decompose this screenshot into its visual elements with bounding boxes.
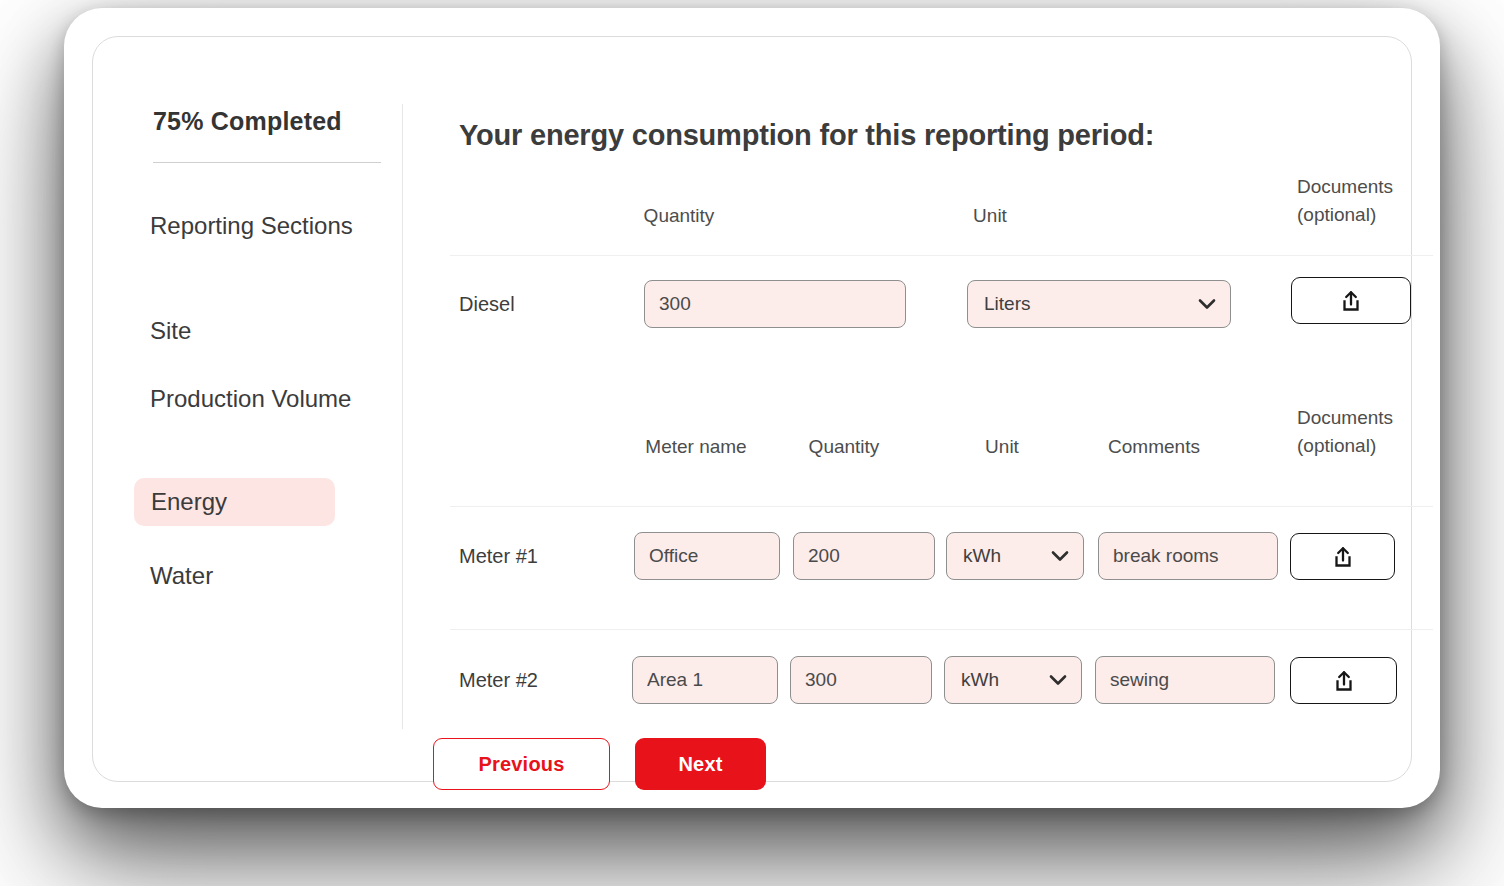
meter-row-label-1: Meter #1 (459, 532, 538, 580)
meter-row-label-2: Meter #2 (459, 656, 538, 704)
fuel-header-unit: Unit (950, 205, 1030, 227)
meter-header-meter-name: Meter name (631, 436, 761, 458)
meter2-quantity-input[interactable] (790, 656, 932, 704)
meter-header-documents: Documents (optional) (1297, 404, 1447, 460)
sidebar-vertical-divider (402, 104, 403, 729)
meter1-quantity-input[interactable] (793, 532, 935, 580)
diesel-upload-documents-button[interactable] (1291, 277, 1411, 324)
page-title: Your energy consumption for this reporti… (459, 119, 1154, 152)
meter2-unit-select-value: kWh (961, 669, 999, 691)
sidebar-item-production-volume[interactable]: Production Volume (150, 382, 365, 416)
meter2-unit-select[interactable]: kWh (944, 656, 1082, 704)
meter1-comments-input[interactable] (1098, 532, 1278, 580)
sidebar-item-water[interactable]: Water (150, 559, 365, 593)
fuel-header-documents: Documents (optional) (1297, 173, 1447, 229)
meter-table-divider-middle (450, 629, 1433, 630)
form-inner-panel: 75% Completed Reporting Sections Site Pr… (92, 36, 1412, 782)
next-button[interactable]: Next (635, 738, 766, 790)
fuel-row-label-diesel: Diesel (459, 280, 515, 328)
progress-label: 75% Completed (153, 107, 342, 136)
fuel-header-documents-line1: Documents (1297, 173, 1447, 201)
sidebar-divider (153, 162, 381, 163)
meter2-upload-documents-button[interactable] (1290, 657, 1397, 704)
upload-icon (1330, 544, 1356, 570)
chevron-down-icon (1198, 298, 1216, 310)
fuel-header-quantity: Quantity (629, 205, 729, 227)
sidebar-item-reporting-sections[interactable]: Reporting Sections (150, 209, 365, 243)
fuel-table-divider (450, 255, 1433, 256)
meter-header-comments: Comments (1094, 436, 1214, 458)
meter1-upload-documents-button[interactable] (1290, 533, 1395, 580)
diesel-unit-select-value: Liters (984, 293, 1030, 315)
form-card: 75% Completed Reporting Sections Site Pr… (64, 8, 1440, 808)
upload-icon (1331, 668, 1357, 694)
diesel-unit-select[interactable]: Liters (967, 280, 1231, 328)
chevron-down-icon (1049, 674, 1067, 686)
meter-table-divider-top (450, 506, 1433, 507)
meter-header-unit: Unit (962, 436, 1042, 458)
meter-header-documents-line2: (optional) (1297, 432, 1447, 460)
meter-header-documents-line1: Documents (1297, 404, 1447, 432)
meter-header-quantity: Quantity (794, 436, 894, 458)
upload-icon (1338, 288, 1364, 314)
previous-button[interactable]: Previous (433, 738, 610, 790)
page-background: 75% Completed Reporting Sections Site Pr… (0, 0, 1504, 886)
meter2-comments-input[interactable] (1095, 656, 1275, 704)
meter1-unit-select[interactable]: kWh (946, 532, 1084, 580)
diesel-quantity-input[interactable] (644, 280, 906, 328)
fuel-header-documents-line2: (optional) (1297, 201, 1447, 229)
meter1-name-input[interactable] (634, 532, 780, 580)
chevron-down-icon (1051, 550, 1069, 562)
meter1-unit-select-value: kWh (963, 545, 1001, 567)
meter2-name-input[interactable] (632, 656, 778, 704)
sidebar-item-site[interactable]: Site (150, 314, 365, 348)
sidebar-item-energy-active[interactable]: Energy (134, 478, 335, 526)
